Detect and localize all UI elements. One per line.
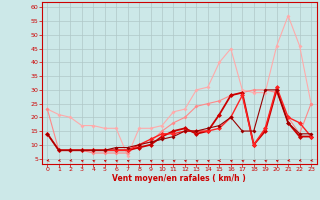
X-axis label: Vent moyen/en rafales ( km/h ): Vent moyen/en rafales ( km/h ) [112, 174, 246, 183]
